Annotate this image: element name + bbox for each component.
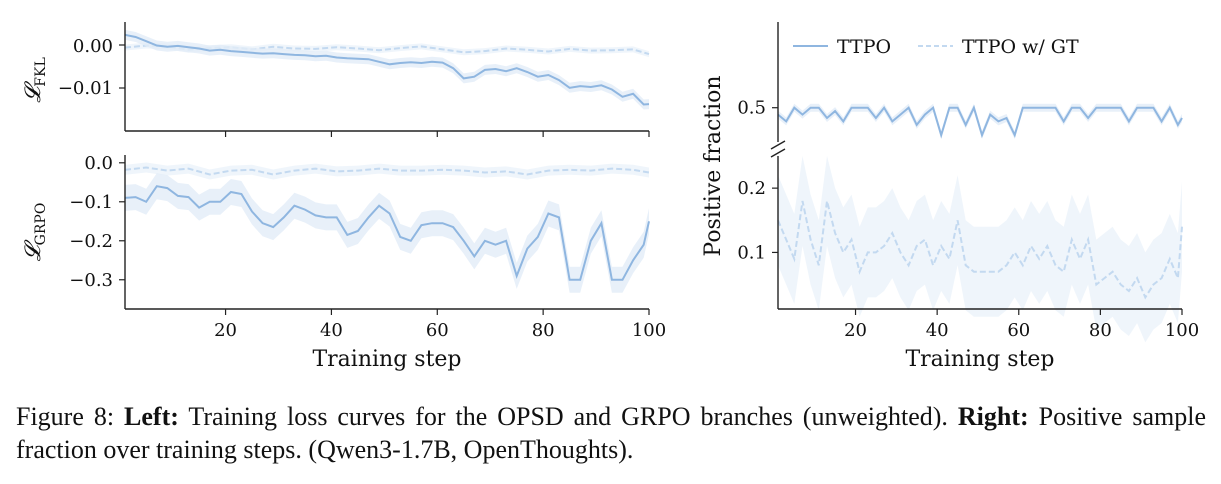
grpo-xtick-label: 80 xyxy=(532,320,555,341)
figure: 0.00 −0.01 𝓛FKL 0.0 −0.1 −0.2 −0.3 20 40 60 80 1… xyxy=(21,22,1199,372)
grpo-ticks: 0.0 −0.1 −0.2 −0.3 20 40 60 80 100 xyxy=(69,153,666,341)
legend: TTPO TTPO w/ GT xyxy=(793,36,1079,58)
fkl-ttpo-gt-line xyxy=(124,44,650,56)
grpo-ttpo-gt-line xyxy=(124,166,650,176)
caption-right-text: Positive sample fraction over training s… xyxy=(16,402,1207,464)
grpo-ylabel-sub: GRPO xyxy=(33,203,49,246)
right-xtick-label: 20 xyxy=(844,320,867,341)
grpo-ttpo-gt-band xyxy=(125,162,649,180)
svg-text:𝓛GRPO: 𝓛GRPO xyxy=(21,203,49,262)
grpo-ytick-label: −0.3 xyxy=(69,270,113,291)
fkl-plot-area xyxy=(124,29,650,137)
right-plot-area xyxy=(777,103,1183,343)
axis-break-mark xyxy=(770,140,786,158)
grpo-ytick-label: −0.2 xyxy=(69,231,113,252)
grpo-ttpo-band xyxy=(125,173,649,293)
grpo-ytick-label: −0.1 xyxy=(69,192,113,213)
right-y-axis-label: Positive fraction xyxy=(701,75,726,256)
grpo-xtick-label: 100 xyxy=(632,320,666,341)
right-lower-ytick-label: 0.2 xyxy=(737,178,766,199)
fkl-ttpo-line xyxy=(124,33,650,106)
grpo-y-axis-label: 𝓛GRPO xyxy=(21,203,49,262)
fkl-ytick-label: −0.01 xyxy=(58,78,113,99)
grpo-ytick-label: 0.0 xyxy=(84,153,113,174)
svg-text:𝓛FKL: 𝓛FKL xyxy=(21,57,49,102)
caption-left-text: Training loss curves for the OPSD and GR… xyxy=(188,402,948,431)
right-x-axis-label: Training step xyxy=(905,347,1054,372)
right-xtick-label: 80 xyxy=(1089,320,1112,341)
fkl-ylabel-sub: FKL xyxy=(33,57,49,86)
legend-label-ttpo-gt: TTPO w/ GT xyxy=(962,36,1079,58)
caption-figure-label: Figure 8: xyxy=(16,402,115,431)
right-ttpo-line xyxy=(777,104,1183,139)
fkl-ttpo-band xyxy=(125,29,649,110)
right-upper-ytick-label: 0.5 xyxy=(737,98,766,119)
right-lower-ytick-label: 0.1 xyxy=(737,242,766,263)
panel-fkl: 0.00 −0.01 𝓛FKL xyxy=(21,22,650,137)
right-ticks: 0.5 0.2 0.1 20 40 60 80 100 xyxy=(737,98,1199,341)
grpo-plot-area xyxy=(124,162,650,293)
panel-positive-fraction: 0.5 0.2 0.1 20 40 60 80 100 Positive fraction T… xyxy=(701,22,1199,372)
legend-label-ttpo: TTPO xyxy=(837,36,891,58)
right-xtick-label: 100 xyxy=(1165,320,1199,341)
caption-right-bold: Right: xyxy=(957,402,1029,431)
fkl-y-axis-label: 𝓛FKL xyxy=(21,57,49,102)
grpo-x-axis-label: Training step xyxy=(312,347,461,372)
grpo-xtick-label: 40 xyxy=(320,320,343,341)
grpo-ttpo-line xyxy=(124,185,650,281)
grpo-xtick-label: 60 xyxy=(426,320,449,341)
figure-caption: Figure 8: Left: Training loss curves for… xyxy=(16,400,1206,466)
grpo-xtick-label: 20 xyxy=(214,320,237,341)
right-xtick-label: 60 xyxy=(1007,320,1030,341)
right-xtick-label: 40 xyxy=(926,320,949,341)
right-ttpo-gt-band xyxy=(778,156,1182,343)
right-ttpo-gt-line xyxy=(777,200,1183,300)
fkl-ytick-label: 0.00 xyxy=(73,36,113,57)
panel-grpo: 0.0 −0.1 −0.2 −0.3 20 40 60 80 100 𝓛GRPO Trainin… xyxy=(21,153,666,372)
caption-left-bold: Left: xyxy=(124,402,179,431)
